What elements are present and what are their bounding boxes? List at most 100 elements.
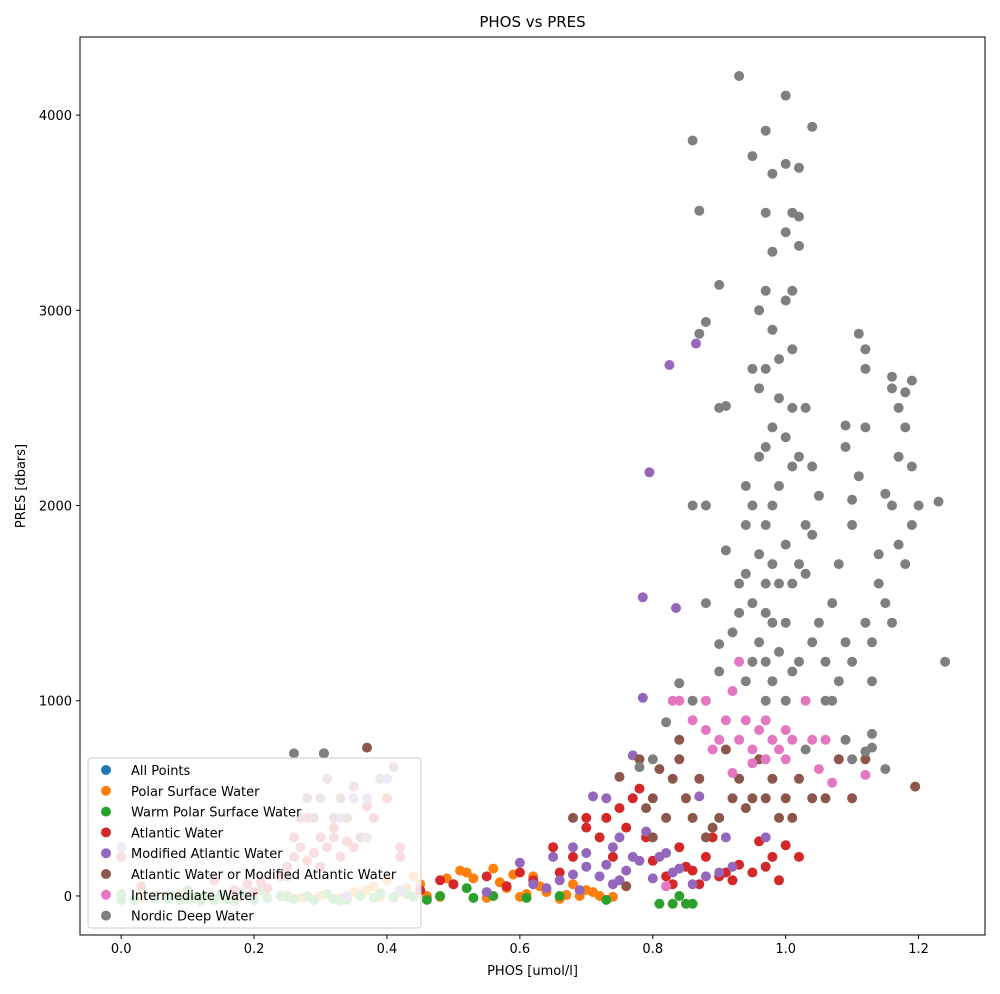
data-point-series-7 bbox=[820, 656, 831, 667]
data-point-series-7 bbox=[754, 451, 765, 462]
data-point-series-7 bbox=[767, 559, 778, 570]
data-point-series-3 bbox=[627, 793, 638, 804]
data-point-series-3 bbox=[554, 867, 565, 878]
data-point-series-3 bbox=[448, 879, 459, 890]
data-point-series-4 bbox=[637, 592, 648, 603]
data-point-series-5 bbox=[647, 832, 658, 843]
data-point-series-7 bbox=[813, 617, 824, 628]
data-point-series-7 bbox=[847, 754, 858, 765]
data-point-series-4 bbox=[588, 791, 598, 802]
data-point-series-4 bbox=[627, 851, 638, 862]
legend-marker bbox=[101, 848, 111, 859]
legend-label: Intermediate Water bbox=[131, 889, 258, 904]
data-point-series-6 bbox=[707, 744, 718, 755]
legend-label: Atlantic Water bbox=[131, 826, 224, 841]
data-point-series-3 bbox=[581, 822, 592, 833]
data-point-series-7 bbox=[767, 246, 778, 257]
x-tick-label: 0.6 bbox=[510, 942, 531, 957]
data-point-series-7 bbox=[807, 461, 818, 472]
data-point-series-7 bbox=[774, 481, 784, 491]
data-point-series-7 bbox=[700, 317, 711, 327]
legend-label: Atlantic Water or Modified Atlantic Wate… bbox=[131, 868, 397, 883]
data-point-series-1 bbox=[568, 879, 578, 890]
data-point-series-7 bbox=[760, 578, 771, 589]
data-point-series-5 bbox=[614, 771, 625, 782]
data-point-series-4 bbox=[644, 467, 655, 478]
data-point-series-7 bbox=[780, 617, 791, 628]
data-point-series-6 bbox=[700, 725, 711, 735]
data-point-series-5 bbox=[647, 793, 658, 804]
legend-label: All Points bbox=[131, 764, 191, 779]
data-point-series-7 bbox=[800, 520, 811, 530]
data-point-series-7 bbox=[767, 676, 778, 687]
data-point-series-7 bbox=[760, 125, 771, 136]
y-axis-label: PRES [dbars] bbox=[14, 444, 29, 528]
data-point-series-1 bbox=[468, 873, 479, 884]
data-point-series-7 bbox=[747, 500, 758, 511]
data-point-series-7 bbox=[900, 387, 911, 398]
data-point-series-7 bbox=[700, 598, 711, 609]
data-point-series-3 bbox=[568, 851, 578, 862]
data-point-series-3 bbox=[621, 822, 632, 833]
data-point-series-4 bbox=[548, 851, 559, 862]
data-point-series-3 bbox=[581, 812, 592, 823]
data-point-series-6 bbox=[860, 769, 871, 780]
data-point-series-5 bbox=[674, 754, 685, 765]
data-point-series-7 bbox=[787, 666, 798, 677]
data-point-series-5 bbox=[621, 881, 632, 892]
data-point-series-3 bbox=[767, 851, 778, 862]
data-point-series-4 bbox=[641, 826, 652, 837]
data-point-series-7 bbox=[840, 442, 851, 452]
data-point-series-7 bbox=[800, 744, 811, 755]
legend-marker bbox=[101, 806, 111, 817]
data-point-series-5 bbox=[740, 803, 751, 814]
chart-title: PHOS vs PRES bbox=[479, 13, 585, 31]
data-point-series-7 bbox=[840, 734, 851, 745]
data-point-series-7 bbox=[774, 578, 784, 589]
data-point-series-6 bbox=[807, 734, 818, 745]
data-point-series-2 bbox=[687, 898, 698, 909]
data-point-series-7 bbox=[933, 496, 944, 507]
data-point-series-6 bbox=[674, 695, 685, 706]
data-point-series-4 bbox=[760, 832, 771, 843]
data-point-series-3 bbox=[548, 842, 559, 853]
data-point-series-3 bbox=[501, 881, 512, 892]
data-point-series-4 bbox=[727, 861, 738, 872]
y-tick-label: 3000 bbox=[39, 304, 72, 319]
data-point-series-7 bbox=[647, 754, 658, 765]
data-point-series-7 bbox=[840, 637, 851, 648]
data-point-series-4 bbox=[691, 338, 701, 349]
data-point-series-7 bbox=[767, 617, 778, 628]
data-point-series-2 bbox=[521, 892, 532, 903]
data-point-series-6 bbox=[787, 734, 798, 745]
data-point-series-7 bbox=[906, 461, 917, 472]
data-point-series-7 bbox=[880, 598, 891, 609]
data-point-series-3 bbox=[794, 851, 804, 862]
data-point-series-2 bbox=[468, 892, 479, 903]
data-point-series-7 bbox=[940, 656, 951, 667]
plot-frame bbox=[79, 36, 986, 936]
data-point-series-4 bbox=[594, 871, 605, 882]
data-point-series-7 bbox=[661, 717, 672, 728]
data-point-series-7 bbox=[833, 676, 844, 687]
data-point-series-7 bbox=[687, 135, 698, 146]
legend-label: Nordic Deep Water bbox=[131, 910, 254, 925]
data-point-series-7 bbox=[807, 121, 818, 132]
data-point-series-7 bbox=[873, 549, 884, 560]
x-axis: 0.0 0.2 0.4 0.6 0.8 1.0 1.2 bbox=[111, 935, 929, 957]
data-point-series-7 bbox=[800, 402, 811, 413]
data-point-series-5 bbox=[694, 773, 705, 784]
data-point-series-6 bbox=[760, 754, 771, 765]
data-point-series-6 bbox=[820, 734, 831, 745]
data-point-series-7 bbox=[720, 545, 731, 556]
data-point-series-6 bbox=[780, 754, 791, 765]
data-point-series-5 bbox=[634, 754, 645, 765]
data-point-series-5 bbox=[667, 773, 678, 784]
data-point-series-4 bbox=[654, 851, 665, 862]
data-point-series-7 bbox=[727, 627, 738, 638]
data-point-series-6 bbox=[661, 881, 672, 892]
data-point-series-1 bbox=[455, 865, 466, 876]
data-point-series-4 bbox=[568, 869, 578, 880]
data-point-series-7 bbox=[827, 598, 838, 609]
data-point-series-5 bbox=[700, 832, 711, 843]
